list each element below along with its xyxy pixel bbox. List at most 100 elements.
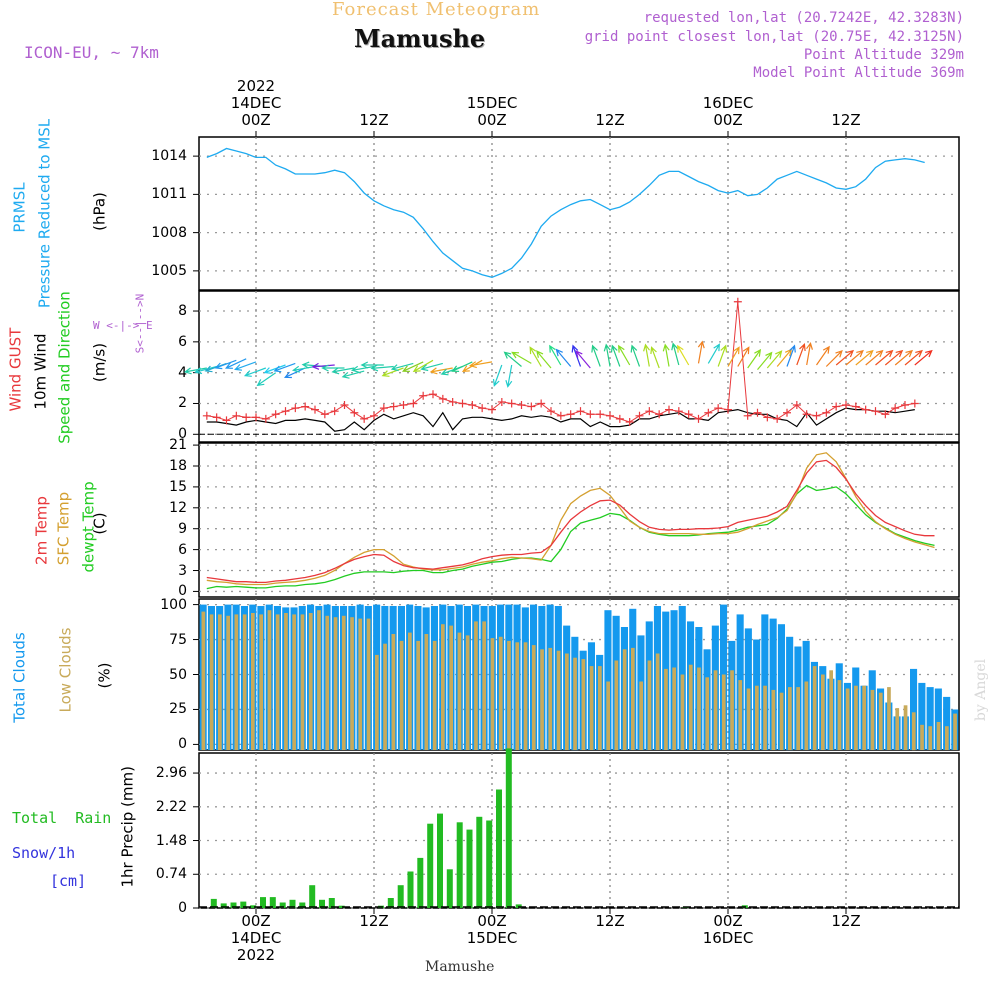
low-cloud-bar bbox=[441, 624, 445, 750]
wind-gust-marker bbox=[606, 411, 614, 420]
wind-direction-arrow bbox=[451, 361, 473, 372]
footer-location: Mamushe bbox=[425, 959, 495, 975]
y-tick-label: 2.22 bbox=[155, 798, 187, 815]
low-cloud-bar bbox=[482, 621, 486, 750]
model-altitude: Model Point Altitude 369m bbox=[753, 65, 964, 81]
temp-dewpt-line bbox=[206, 484, 935, 590]
wind-direction-arrow bbox=[835, 349, 855, 366]
rain-bar bbox=[279, 902, 286, 908]
panel-frame-temperature bbox=[198, 442, 960, 598]
rain-bar bbox=[397, 885, 404, 908]
rain-bar bbox=[289, 899, 296, 908]
wind-direction-arrow bbox=[825, 349, 843, 367]
y-tick-label: 0 bbox=[178, 583, 187, 600]
requested-coords: requested lon,lat (20.7242E, 42.3283N) bbox=[643, 10, 964, 26]
wind-gust-marker bbox=[301, 402, 310, 411]
wind-direction-arrow bbox=[283, 367, 306, 379]
wind-direction-arrow bbox=[341, 370, 365, 379]
top-time-label: 12Z bbox=[359, 111, 389, 129]
wind-gust-marker bbox=[517, 401, 526, 410]
point-altitude: Point Altitude 329m bbox=[803, 47, 964, 63]
wind-gust-marker bbox=[419, 391, 428, 400]
low-cloud-bar bbox=[631, 647, 635, 750]
wind-direction-arrow bbox=[757, 351, 773, 370]
wind-gust-marker bbox=[645, 407, 654, 416]
y-tick-label: 1005 bbox=[151, 262, 187, 279]
wind-direction-arrow bbox=[816, 345, 830, 366]
low-cloud-bar bbox=[565, 653, 569, 750]
wind-gust-marker bbox=[851, 402, 860, 411]
low-cloud-bar bbox=[242, 614, 247, 750]
wind-gust-marker bbox=[773, 414, 782, 423]
low-cloud-bar bbox=[573, 657, 577, 750]
low-cloud-bar bbox=[267, 610, 272, 750]
wind-direction-arrow bbox=[618, 344, 631, 366]
wind-direction-arrow bbox=[630, 344, 641, 367]
low-cloud-bar bbox=[845, 688, 850, 750]
total-cloud-bar bbox=[761, 614, 769, 750]
wind-gust-marker bbox=[586, 410, 595, 419]
wind-direction-arrow bbox=[390, 362, 414, 372]
wind-gust-marker bbox=[448, 397, 457, 406]
low-cloud-bar bbox=[911, 712, 916, 751]
panel-frame-wind bbox=[198, 290, 960, 443]
low-cloud-bar bbox=[218, 614, 222, 750]
wind-gust-marker bbox=[497, 397, 506, 406]
wind-gust-marker bbox=[507, 399, 516, 408]
wind-gust-marker bbox=[242, 413, 251, 422]
y-tick-label: 21 bbox=[169, 437, 187, 454]
rain-bar bbox=[486, 820, 493, 908]
pressure-line bbox=[206, 147, 925, 278]
wind-direction-arrow bbox=[875, 349, 894, 366]
wind-gust-marker bbox=[556, 411, 565, 420]
low-cloud-bar bbox=[531, 645, 536, 750]
low-cloud-bar bbox=[424, 634, 429, 750]
wind-direction-arrow bbox=[381, 367, 404, 377]
total-cloud-bar bbox=[926, 687, 934, 750]
low-cloud-bar bbox=[234, 614, 239, 750]
wind-gust-marker bbox=[891, 404, 900, 413]
wind-gust-marker bbox=[360, 414, 369, 423]
rain-bar bbox=[515, 904, 522, 908]
wind-direction-arrow bbox=[855, 349, 874, 366]
wind-direction-arrow bbox=[727, 346, 740, 367]
low-cloud-bar bbox=[457, 632, 462, 750]
wind-gust-marker bbox=[527, 402, 536, 411]
low-cloud-bar bbox=[515, 642, 520, 750]
top-time-label: 16DEC 00Z bbox=[702, 94, 754, 129]
wind-gust-marker bbox=[753, 408, 762, 417]
wind-direction-arrow bbox=[894, 349, 914, 366]
wind-direction-arrow bbox=[591, 344, 601, 367]
snow-label: Snow/1h bbox=[12, 844, 76, 862]
wind-gust-marker bbox=[881, 410, 890, 419]
low-cloud-bar bbox=[862, 685, 866, 750]
low-cloud-bar bbox=[226, 615, 230, 750]
wind-gust-marker bbox=[822, 408, 831, 417]
low-cloud-bar bbox=[854, 685, 858, 750]
low-cloud-bar bbox=[721, 674, 726, 750]
wind-direction-arrow bbox=[492, 364, 503, 387]
low-cloud-bar bbox=[259, 614, 263, 750]
y-tick-label: 1008 bbox=[151, 224, 187, 241]
total-cloud-bar bbox=[777, 624, 785, 750]
y-tick-label: 2.96 bbox=[155, 765, 187, 782]
model-label: ICON-EU, ~ 7km bbox=[24, 43, 159, 62]
y-tick-label: 100 bbox=[160, 596, 187, 613]
wind-direction-arrow bbox=[766, 350, 783, 369]
rain-bar bbox=[427, 823, 434, 908]
temp-sfc-line bbox=[206, 452, 935, 586]
total-cloud-bar bbox=[910, 668, 918, 750]
wind-direction-arrow bbox=[291, 365, 316, 373]
wind-direction-arrow bbox=[643, 343, 650, 367]
wind-direction-arrow bbox=[603, 343, 611, 367]
total-cloud-bar bbox=[934, 688, 942, 750]
rain-bar bbox=[417, 857, 424, 908]
low-cloud-bar bbox=[697, 667, 701, 750]
low-cloud-bar bbox=[928, 726, 933, 750]
low-cloud-bar bbox=[738, 680, 743, 750]
wind-gust-marker bbox=[743, 411, 752, 420]
total-cloud-bar bbox=[769, 618, 777, 750]
wind-gust-marker bbox=[389, 402, 398, 411]
panel-frame-pressure bbox=[198, 136, 960, 291]
wind-gust-marker bbox=[429, 390, 437, 399]
